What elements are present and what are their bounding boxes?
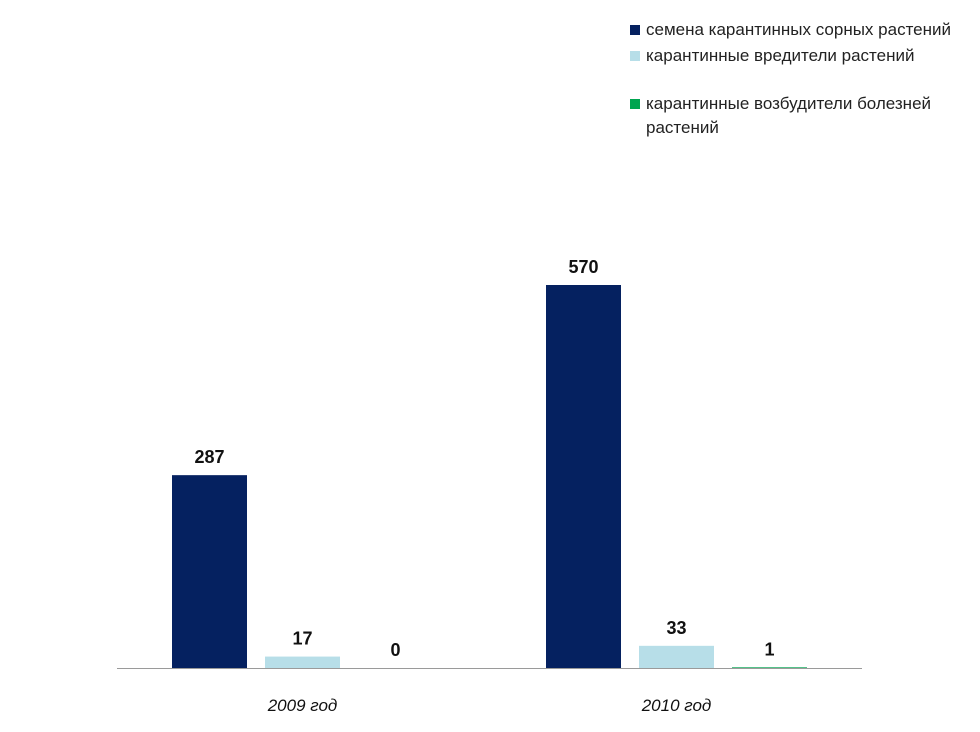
- legend-item-pests: карантинные вредители растений: [630, 44, 960, 68]
- bar-2-2: [639, 645, 714, 668]
- data-label-3-2: 1: [764, 639, 774, 659]
- legend-swatch-pathogens: [630, 99, 640, 109]
- bar-3-2: [732, 667, 807, 668]
- data-label-2-2: 33: [666, 618, 686, 638]
- bar-1-1: [172, 475, 247, 668]
- x-tick-label-2: 2010 год: [641, 696, 712, 715]
- data-label-1-2: 570: [568, 257, 598, 277]
- x-tick-label-1: 2009 год: [267, 696, 338, 715]
- data-label-1-1: 287: [194, 447, 224, 467]
- legend-swatch-pests: [630, 51, 640, 61]
- legend-label-pests: карантинные вредители растений: [646, 46, 915, 65]
- legend-label-pathogens: карантинные возбудители болезней растени…: [646, 94, 932, 137]
- legend-label-weed-seeds: семена карантинных сорных растений: [646, 20, 951, 39]
- bar-2-1: [265, 656, 340, 668]
- legend: семена карантинных сорных растений каран…: [630, 18, 960, 140]
- data-label-2-1: 17: [292, 629, 312, 649]
- legend-item-pathogens: карантинные возбудители болезней растени…: [630, 92, 960, 140]
- legend-item-weed-seeds: семена карантинных сорных растений: [630, 18, 960, 42]
- legend-swatch-weed-seeds: [630, 25, 640, 35]
- data-label-3-1: 0: [390, 640, 400, 660]
- bar-1-2: [546, 285, 621, 668]
